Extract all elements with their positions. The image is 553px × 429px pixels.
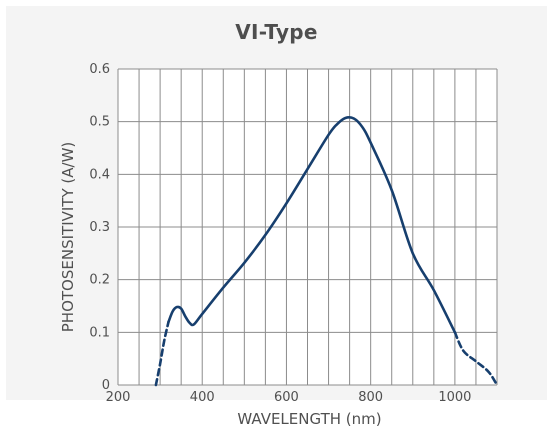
y-tick-label: 0.1 (89, 325, 110, 340)
x-tick-label: 600 (274, 390, 299, 405)
x-tick-label: 200 (106, 390, 131, 405)
series-line-dashed (154, 320, 170, 387)
x-axis-label: WAVELENGTH (nm) (237, 410, 381, 428)
y-tick-label: 0 (102, 378, 110, 393)
x-tick-label: 800 (358, 390, 383, 405)
y-tick-label: 0.2 (89, 273, 110, 288)
y-tick-label: 0.6 (89, 62, 110, 77)
series-line-solid (167, 116, 457, 334)
chart-title: VI-Type (235, 20, 318, 44)
x-tick-label: 400 (190, 390, 215, 405)
y-tick-label: 0.3 (89, 220, 110, 235)
y-axis-label: PHOTOSENSITIVITY (A/W) (59, 142, 77, 332)
x-tick-label: 1000 (438, 390, 471, 405)
series-line-dashed (453, 331, 499, 387)
y-tick-label: 0.4 (89, 167, 110, 182)
y-tick-label: 0.5 (89, 115, 110, 130)
